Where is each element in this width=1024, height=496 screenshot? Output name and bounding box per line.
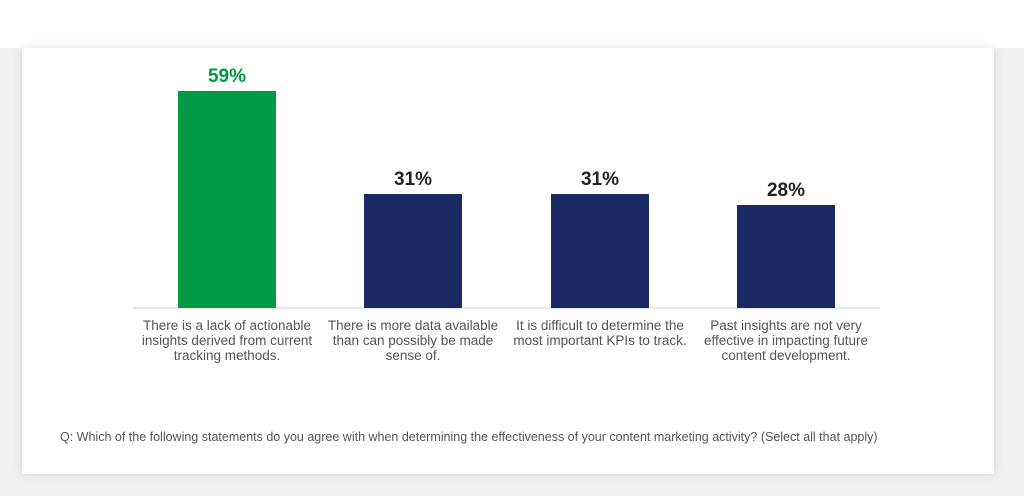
survey-question: Q: Which of the following statements do … [60, 430, 878, 444]
bar-value-label-2: 31% [394, 169, 432, 190]
category-label-4: Past insights are not very effective in … [703, 318, 869, 363]
category-label-1: There is a lack of actionable insights d… [141, 318, 313, 363]
bar-value-label-4: 28% [767, 180, 805, 201]
category-label-3: It is difficult to determine the most im… [513, 318, 687, 348]
bar-2 [364, 193, 462, 308]
bar-1 [178, 91, 276, 308]
bar-value-label-1: 59% [208, 66, 246, 87]
bar-4 [737, 205, 835, 308]
top-background [0, 0, 1024, 48]
category-label-2: There is more data available than can po… [327, 318, 499, 363]
bar-value-label-3: 31% [581, 169, 619, 190]
bar-3 [551, 193, 649, 308]
